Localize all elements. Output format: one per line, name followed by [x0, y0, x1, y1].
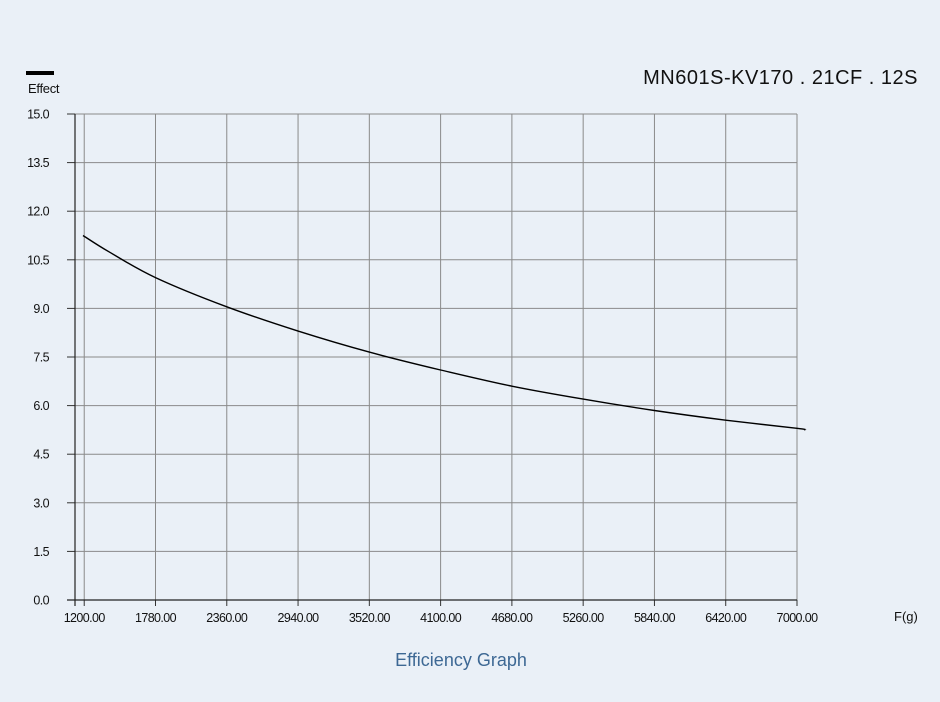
y-tick-label: 4.5 — [33, 448, 49, 462]
y-tick-label: 1.5 — [33, 545, 49, 559]
y-tick-label: 0.0 — [33, 594, 49, 608]
y-tick-label: 6.0 — [33, 399, 49, 413]
chart-title: MN601S-KV170 . 21CF . 12S — [643, 67, 918, 89]
x-axis-label: F(g) — [894, 609, 918, 624]
chart-caption: Efficiency Graph — [395, 650, 527, 670]
legend-swatch — [26, 71, 54, 75]
legend-label: Effect — [28, 81, 60, 96]
x-tick-label: 2360.00 — [206, 611, 248, 625]
y-tick-label: 3.0 — [33, 496, 49, 510]
y-tick-label: 12.0 — [27, 205, 50, 219]
y-tick-label: 13.5 — [27, 156, 50, 170]
x-tick-label: 4680.00 — [491, 611, 533, 625]
y-tick-label: 10.5 — [27, 253, 50, 267]
x-tick-label: 3520.00 — [349, 611, 391, 625]
y-tick-label: 9.0 — [33, 302, 49, 316]
x-tick-label: 4100.00 — [420, 611, 462, 625]
x-tick-label: 5260.00 — [563, 611, 605, 625]
x-tick-label: 1780.00 — [135, 611, 177, 625]
x-tick-label: 2940.00 — [278, 611, 320, 625]
y-tick-label: 15.0 — [27, 108, 50, 122]
x-tick-label: 1200.00 — [64, 611, 106, 625]
series-line-effect — [82, 234, 807, 431]
x-tick-label: 5840.00 — [634, 611, 676, 625]
x-tick-label: 7000.00 — [777, 611, 819, 625]
x-tick-label: 6420.00 — [705, 611, 747, 625]
y-tick-label: 7.5 — [33, 351, 49, 365]
